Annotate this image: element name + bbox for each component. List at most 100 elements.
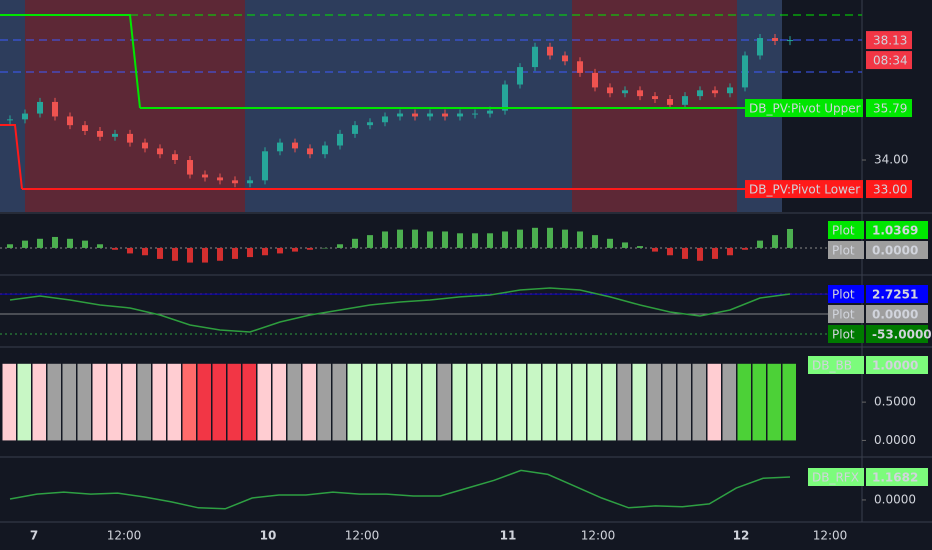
histogram-bar — [487, 233, 493, 248]
candle-body — [217, 177, 223, 181]
legend-value: 0.0000 — [872, 308, 918, 322]
candle-body — [67, 116, 73, 126]
histogram-bar — [307, 247, 313, 250]
color-bar — [152, 363, 166, 441]
price-marker-label: 33.00 — [873, 183, 907, 197]
candle-body — [307, 148, 313, 155]
histogram-bar — [652, 247, 658, 252]
histogram-bar — [457, 233, 463, 248]
histogram-bar — [367, 235, 373, 248]
histogram-bar — [97, 244, 103, 248]
histogram-bar — [172, 247, 178, 261]
histogram-bar — [277, 247, 283, 254]
histogram-bar — [157, 247, 163, 259]
color-bar — [752, 363, 766, 441]
color-bar — [137, 363, 151, 441]
candle-body — [517, 67, 523, 85]
color-bar — [677, 363, 691, 441]
histogram-bar — [292, 247, 298, 252]
candle-body — [322, 145, 328, 155]
histogram-bar — [217, 247, 223, 261]
time-label: 12:00 — [107, 529, 142, 543]
candle-body — [292, 142, 298, 149]
candle-body — [547, 46, 553, 56]
histogram-bar — [412, 229, 418, 248]
candle-body — [382, 116, 388, 123]
color-bar — [692, 363, 706, 441]
candle-body — [592, 72, 598, 88]
color-bar — [32, 363, 46, 441]
candle-body — [52, 101, 58, 117]
color-bar — [557, 363, 571, 441]
legend-value: 2.7251 — [872, 288, 918, 302]
color-bar — [572, 363, 586, 441]
histogram-bar — [262, 247, 268, 256]
color-bar — [437, 363, 451, 441]
color-bar — [377, 363, 391, 441]
legend-value: 1.0369 — [872, 224, 918, 238]
histogram-bar — [247, 247, 253, 258]
legend-value: 0.0000 — [872, 244, 918, 258]
color-bar — [182, 363, 196, 441]
legend-name: Plot — [832, 308, 855, 322]
legend-value: -53.0000 — [872, 328, 932, 342]
pivot-lower-previous — [0, 124, 23, 190]
color-bar — [257, 363, 271, 441]
color-bar — [347, 363, 361, 441]
candle-body — [397, 113, 403, 117]
histogram-bar — [637, 246, 643, 248]
color-bar — [47, 363, 61, 441]
candle-body — [157, 148, 163, 155]
color-bar — [527, 363, 541, 441]
candle-body — [172, 154, 178, 161]
legend-value-box — [866, 285, 928, 303]
time-label: 10 — [260, 529, 277, 543]
color-bar — [332, 363, 346, 441]
histogram-bar — [757, 240, 763, 248]
histogram-bar — [787, 228, 793, 248]
color-bar — [62, 363, 76, 441]
candle-body — [457, 113, 463, 117]
color-bar — [167, 363, 181, 441]
candle-body — [337, 133, 343, 146]
panel-separators — [0, 0, 932, 523]
histogram-bar — [532, 227, 538, 248]
color-bar — [587, 363, 601, 441]
histogram-bar — [592, 235, 598, 248]
candle-body — [742, 55, 748, 88]
color-bar — [512, 363, 526, 441]
candle-body — [577, 61, 583, 73]
candle-body — [697, 90, 703, 97]
candle-body — [232, 180, 238, 184]
pivot-name-box — [745, 180, 863, 199]
histogram-bar — [322, 247, 328, 249]
color-bar — [287, 363, 301, 441]
legend-name-box — [828, 305, 864, 323]
candle-body — [787, 40, 793, 42]
histogram-bar — [82, 240, 88, 248]
legend-value-box — [866, 241, 928, 259]
color-bar — [122, 363, 136, 441]
candle-body — [532, 46, 538, 68]
candle-body — [142, 142, 148, 149]
color-bar — [242, 363, 256, 441]
histogram-bar — [562, 229, 568, 248]
legend-name: DB_RFX — [812, 471, 859, 485]
pivot-name: DB_PV:Pivot Upper — [749, 102, 861, 116]
price-marker-label: 38.13 — [873, 34, 907, 48]
candle-body — [37, 101, 43, 114]
session-blue — [245, 0, 572, 212]
color-bar — [2, 363, 16, 441]
histogram-bar — [7, 244, 13, 248]
candle-body — [637, 90, 643, 97]
color-bar — [497, 363, 511, 441]
color-bar — [722, 363, 736, 441]
indicator-line — [9, 287, 791, 333]
legend-name-box — [828, 241, 864, 259]
histogram-bar — [142, 247, 148, 256]
candle-body — [682, 96, 688, 105]
histogram-bar — [622, 242, 628, 248]
histogram-bar — [382, 231, 388, 248]
histogram-bar — [337, 244, 343, 248]
